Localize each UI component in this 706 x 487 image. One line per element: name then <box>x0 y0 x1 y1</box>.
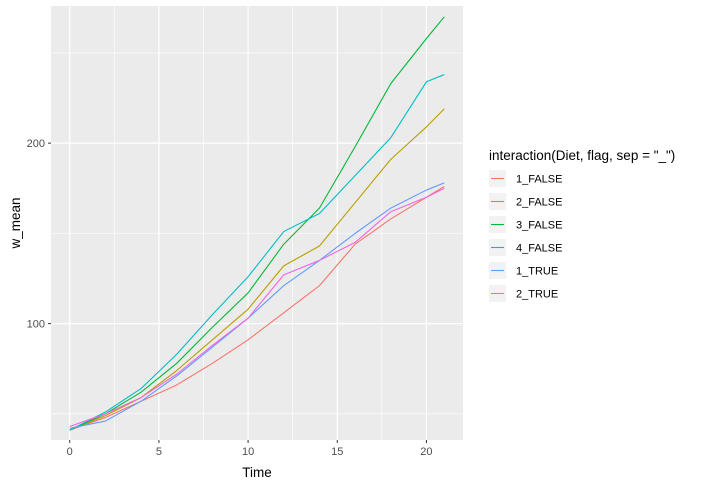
y-axis-title: w_mean <box>8 197 23 249</box>
legend-label-2_FALSE: 2_FALSE <box>516 197 562 209</box>
x-tick-label: 5 <box>156 446 162 458</box>
legend-label-1_TRUE: 1_TRUE <box>516 266 558 278</box>
legend-label-2_TRUE: 2_TRUE <box>516 289 558 301</box>
major-gridlines <box>51 6 463 440</box>
y-tick-label: 200 <box>27 138 45 150</box>
series-lines <box>69 16 445 431</box>
legend-label-4_FALSE: 4_FALSE <box>516 243 562 255</box>
x-tick-label: 0 <box>67 446 73 458</box>
y-tick-labels: 100 200 <box>27 138 45 330</box>
x-axis-title: Time <box>242 465 272 480</box>
axis-ticks <box>48 142 427 443</box>
legend-label-3_FALSE: 3_FALSE <box>516 220 562 232</box>
minor-gridlines <box>51 6 463 440</box>
x-tick-labels: 0 5 10 15 20 <box>67 446 433 458</box>
legend-label-1_FALSE: 1_FALSE <box>516 174 562 186</box>
x-tick-label: 10 <box>242 446 254 458</box>
series-line-3_FALSE <box>69 16 445 431</box>
x-tick-label: 15 <box>331 446 343 458</box>
series-line-2_TRUE <box>69 187 445 427</box>
x-tick-label: 20 <box>420 446 432 458</box>
legend-items: 1_FALSE 2_FALSE 3_FALSE 4_FALSE 1_TRUE 2_TRUE <box>489 170 562 302</box>
series-line-4_FALSE <box>69 74 445 431</box>
y-tick-label: 100 <box>27 319 45 331</box>
legend-title: interaction(Diet, flag, sep = "_") <box>489 148 675 163</box>
legend: interaction(Diet, flag, sep = "_") 1_FAL… <box>489 148 675 302</box>
series-line-1_TRUE <box>69 182 445 429</box>
